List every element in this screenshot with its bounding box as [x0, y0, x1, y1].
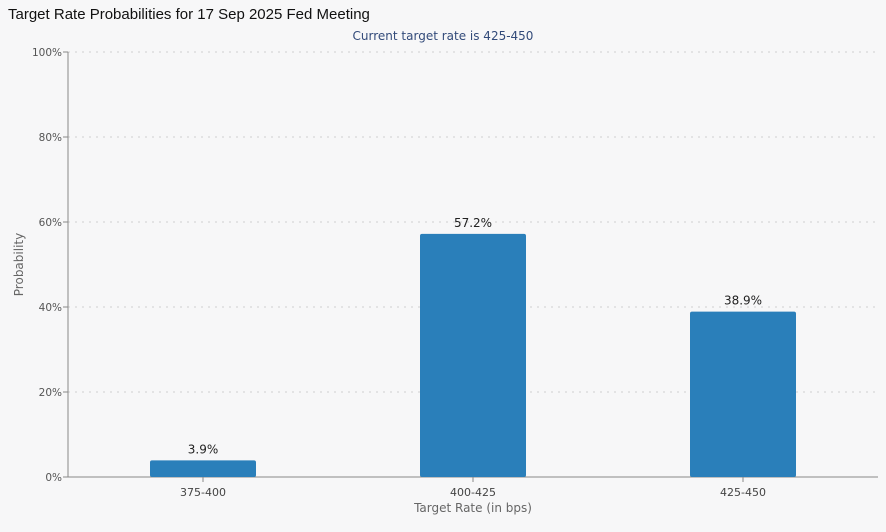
chart-title: Target Rate Probabilities for 17 Sep 202…: [8, 6, 370, 23]
bar-375-400[interactable]: [150, 460, 256, 477]
y-tick-label: 0%: [45, 472, 62, 484]
x-axis-ticks: 375-400 400-425 425-450: [180, 477, 766, 499]
x-axis-title: Target Rate (in bps): [413, 501, 532, 515]
y-axis-ticks: 0% 20% 40% 60% 80% 100%: [32, 47, 68, 484]
chart-subtitle: Current target rate is 425-450: [353, 29, 534, 43]
x-tick-label: 400-425: [450, 486, 496, 499]
bar-value-label: 57.2%: [454, 216, 492, 230]
y-tick-label: 100%: [32, 47, 62, 59]
x-tick-label: 375-400: [180, 486, 226, 499]
bar-400-425[interactable]: [420, 233, 526, 477]
bar-value-label: 38.9%: [724, 294, 762, 308]
y-axis-title: Probability: [12, 233, 26, 296]
y-tick-label: 80%: [39, 132, 62, 144]
data-labels: 3.9% 57.2% 38.9%: [188, 216, 762, 457]
x-tick-label: 425-450: [720, 486, 766, 499]
bars: [150, 233, 796, 477]
gridlines: [68, 51, 878, 393]
y-tick-label: 40%: [39, 302, 62, 314]
bar-425-450[interactable]: [690, 311, 796, 477]
bar-value-label: 3.9%: [188, 442, 219, 456]
y-tick-label: 20%: [39, 387, 62, 399]
y-tick-label: 60%: [39, 217, 62, 229]
